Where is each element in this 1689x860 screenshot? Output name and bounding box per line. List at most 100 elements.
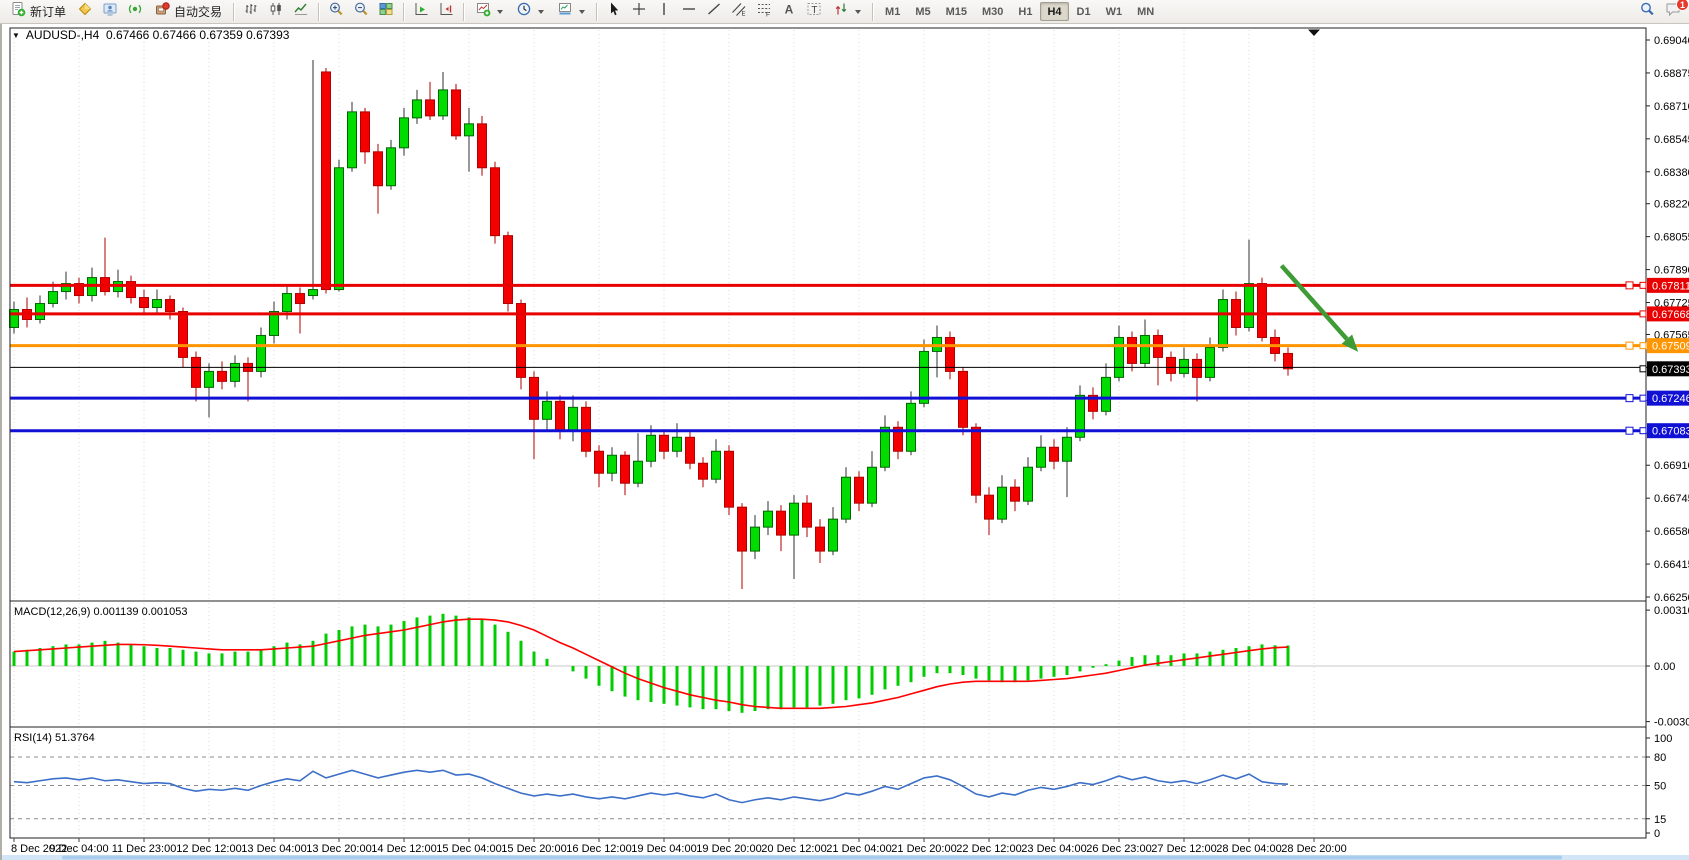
svg-text:0.00: 0.00 (1654, 661, 1675, 673)
text-button[interactable]: A (777, 1, 801, 23)
scrollbar-thumb[interactable] (62, 855, 1562, 860)
new-chart-button[interactable] (469, 1, 509, 23)
svg-text:0.68545: 0.68545 (1654, 134, 1689, 146)
timeframe-m15-button[interactable]: M15 (945, 5, 967, 18)
bar-chart-icon (243, 1, 259, 22)
notification-badge: 1 (1676, 0, 1689, 11)
templates-button[interactable] (551, 1, 591, 23)
data-window-button[interactable] (98, 1, 122, 23)
svg-text:0.66415: 0.66415 (1654, 559, 1689, 571)
market-watch-icon (77, 1, 93, 22)
notifications-button[interactable]: 1 (1661, 0, 1689, 23)
navigator-button[interactable] (123, 1, 147, 23)
macd-signal-line (13, 618, 1289, 710)
svg-text:50: 50 (1654, 781, 1666, 793)
timeframe-h4-button[interactable]: H4 (1040, 2, 1069, 21)
candle (1205, 346, 1215, 378)
candle (438, 89, 448, 117)
svg-text:15 Dec 04:00: 15 Dec 04:00 (436, 843, 501, 855)
candle (412, 99, 422, 119)
timeframe-m30-button[interactable]: M30 (982, 5, 1004, 18)
candle (919, 350, 929, 404)
candle (204, 370, 214, 388)
timeframe-m1-button[interactable]: M1 (885, 5, 901, 18)
arrows-button[interactable] (827, 1, 867, 23)
candle (74, 283, 84, 297)
search-button[interactable] (1635, 1, 1659, 23)
timeframe-h1-button[interactable]: H1 (1018, 5, 1033, 18)
new-chart-icon (475, 1, 491, 22)
cursor-button[interactable] (602, 1, 626, 23)
svg-text:0: 0 (1654, 828, 1660, 840)
tile-windows-button[interactable] (374, 1, 398, 23)
line-chart-button[interactable] (289, 1, 313, 23)
candle (880, 426, 890, 468)
zoom-out-button[interactable] (349, 1, 373, 23)
line-handle[interactable] (1625, 426, 1634, 435)
chart-shift-button[interactable] (434, 1, 458, 23)
vertical-line-button[interactable] (652, 1, 676, 23)
line-handle[interactable] (1625, 394, 1634, 403)
candle (542, 400, 552, 420)
timeframe-d1-button[interactable]: D1 (1076, 5, 1091, 18)
new-order-label: 新订单 (30, 5, 67, 19)
equidistant-channel-icon: E (731, 1, 747, 22)
candles-layer (9, 59, 1293, 590)
svg-text:20 Dec 12:00: 20 Dec 12:00 (761, 843, 826, 855)
candle (633, 460, 643, 484)
candle (1218, 299, 1228, 348)
crosshair-button[interactable] (627, 1, 651, 23)
candle (685, 436, 695, 464)
svg-text:13 Dec 04:00: 13 Dec 04:00 (241, 843, 306, 855)
panel-frame (9, 27, 1647, 839)
svg-text:27 Dec 12:00: 27 Dec 12:00 (1151, 843, 1216, 855)
timeframe-w1-button[interactable]: W1 (1105, 5, 1123, 18)
candle (256, 334, 266, 372)
svg-text:100: 100 (1654, 733, 1672, 745)
candle (1244, 283, 1254, 328)
trendline-button[interactable] (702, 1, 726, 23)
zoom-in-button[interactable] (324, 1, 348, 23)
templates-icon (557, 1, 573, 22)
auto-scroll-button[interactable] (409, 1, 433, 23)
search-icon (1639, 1, 1655, 22)
price-badge: 0.67811 (1639, 277, 1689, 293)
candle (776, 510, 786, 536)
down-arrow-annotation[interactable] (1279, 264, 1349, 341)
svg-text:21 Dec 04:00: 21 Dec 04:00 (826, 843, 891, 855)
timeframe-group: M1 M5 M15 M30 H1 H4 D1 W1 MN (878, 2, 1161, 21)
line-handle[interactable] (1625, 281, 1634, 290)
new-order-button[interactable]: 新订单 (4, 1, 72, 23)
horizontal-line-button[interactable] (677, 1, 701, 23)
candlestick-chart-button[interactable] (264, 1, 288, 23)
autotrading-button[interactable]: 自动交易 (148, 1, 228, 23)
equidistant-channel-button[interactable]: E (727, 1, 751, 23)
line-handle[interactable] (1625, 341, 1634, 350)
candle (321, 71, 331, 291)
candle (607, 454, 617, 474)
candle (698, 462, 708, 480)
fibonacci-button[interactable]: F (752, 1, 776, 23)
periods-button[interactable] (510, 1, 550, 23)
timeframe-mn-button[interactable]: MN (1137, 5, 1155, 18)
candle (893, 426, 903, 452)
autotrading-icon (154, 1, 170, 22)
bar-chart-button[interactable] (239, 1, 263, 23)
candle (1075, 394, 1085, 438)
market-watch-button[interactable] (73, 1, 97, 23)
timeframe-m5-button[interactable]: M5 (915, 5, 931, 18)
line-chart-icon (293, 1, 309, 22)
candle (490, 167, 500, 237)
text-icon: A (781, 1, 797, 22)
candle (451, 89, 461, 137)
text-label-button[interactable]: T (802, 1, 826, 23)
svg-text:22 Dec 12:00: 22 Dec 12:00 (956, 843, 1021, 855)
